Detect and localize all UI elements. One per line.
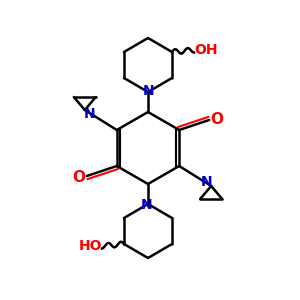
Text: OH: OH <box>194 43 218 57</box>
Text: O: O <box>72 169 85 184</box>
Text: N: N <box>84 107 96 121</box>
Text: N: N <box>143 84 155 98</box>
Text: N: N <box>200 175 212 189</box>
Text: N: N <box>141 198 153 212</box>
Text: HO: HO <box>78 239 102 253</box>
Text: O: O <box>211 112 224 127</box>
